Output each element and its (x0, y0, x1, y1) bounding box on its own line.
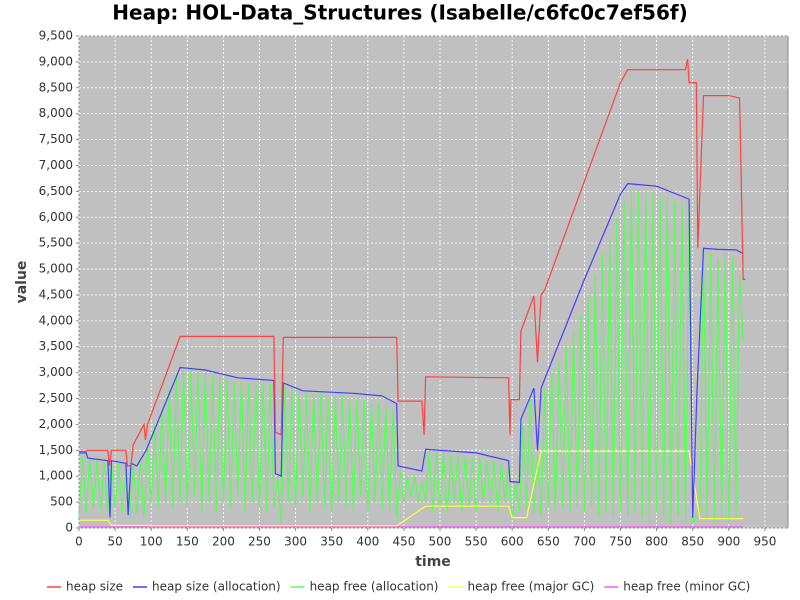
x-tick-label: 550 (465, 535, 488, 549)
y-tick-label: 3,500 (39, 339, 73, 353)
x-tick-label: 150 (176, 535, 199, 549)
y-tick-label: 4,000 (39, 313, 73, 327)
legend-label: heap free (major GC) (468, 580, 595, 594)
x-tick-label: 500 (429, 535, 452, 549)
y-tick-label: 5,000 (39, 262, 73, 276)
x-tick-label: 400 (356, 535, 379, 549)
x-tick-label: 200 (212, 535, 235, 549)
y-tick-label: 8,500 (39, 80, 73, 94)
y-tick-label: 2,000 (39, 417, 73, 431)
x-tick-label: 300 (284, 535, 307, 549)
x-tick-label: 50 (107, 535, 122, 549)
x-tick-label: 600 (501, 535, 524, 549)
y-tick-label: 9,000 (39, 54, 73, 68)
y-tick-label: 6,000 (39, 210, 73, 224)
y-tick-label: 500 (50, 495, 73, 509)
series-line (79, 182, 744, 518)
x-tick-label: 450 (392, 535, 415, 549)
y-tick-label: 2,500 (39, 391, 73, 405)
y-tick-label: 1,500 (39, 443, 73, 457)
y-tick-label: 9,500 (39, 29, 73, 43)
y-axis-label: value (14, 261, 30, 304)
y-tick-label: 1,000 (39, 469, 73, 483)
x-tick-label: 250 (248, 535, 271, 549)
x-axis-label: time (415, 554, 451, 570)
y-tick-label: 8,000 (39, 106, 73, 120)
y-tick-label: 7,000 (39, 158, 73, 172)
legend-label: heap size (allocation) (152, 580, 281, 594)
legend-label: heap free (minor GC) (623, 580, 750, 594)
x-tick-label: 700 (573, 535, 596, 549)
x-tick-label: 850 (681, 535, 704, 549)
y-tick-label: 3,000 (39, 365, 73, 379)
chart-title: Heap: HOL-Data_Structures (Isabelle/c6fc… (112, 1, 687, 25)
y-tick-label: 7,500 (39, 132, 73, 146)
series-line (78, 191, 744, 525)
x-tick-label: 0 (75, 535, 83, 549)
x-tick-label: 950 (753, 535, 776, 549)
y-tick-label: 6,500 (39, 184, 73, 198)
x-tick-label: 750 (609, 535, 632, 549)
legend-label: heap free (allocation) (310, 580, 439, 594)
x-tick-label: 900 (717, 535, 740, 549)
y-tick-label: 0 (65, 521, 73, 535)
x-tick-label: 800 (645, 535, 668, 549)
legend-label: heap size (66, 580, 123, 594)
x-tick-label: 650 (537, 535, 560, 549)
y-tick-label: 4,500 (39, 287, 73, 301)
x-tick-label: 100 (140, 535, 163, 549)
x-tick-label: 350 (320, 535, 343, 549)
series-line (79, 59, 746, 467)
series-line (79, 450, 744, 527)
y-tick-label: 5,500 (39, 236, 73, 250)
